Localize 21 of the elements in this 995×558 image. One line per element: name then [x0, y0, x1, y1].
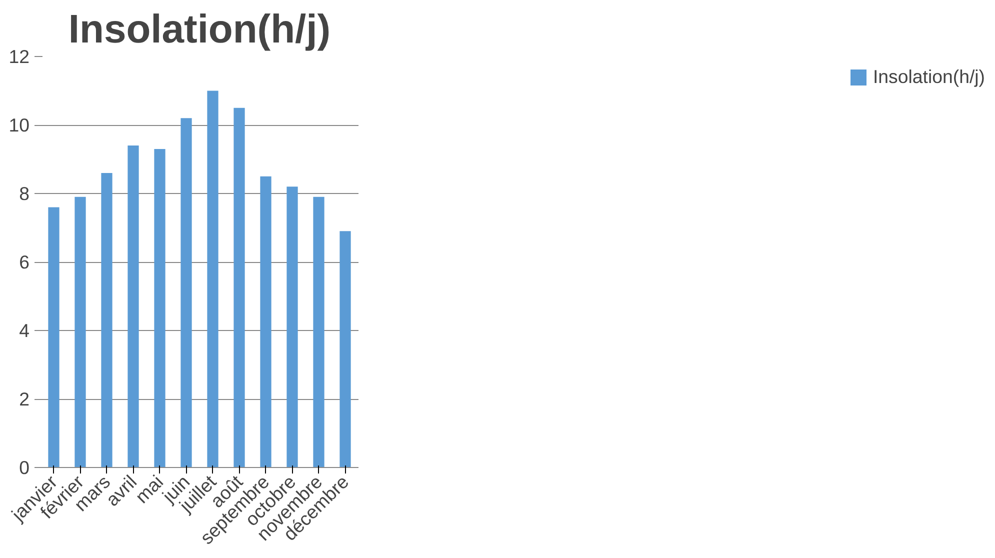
bar — [74, 196, 86, 468]
y-tick-label: 6 — [19, 252, 30, 272]
bar — [101, 172, 112, 468]
bar — [207, 90, 218, 468]
bar — [340, 231, 351, 468]
bar — [48, 207, 60, 468]
bar — [154, 148, 166, 468]
y-tick-label: 2 — [19, 388, 30, 410]
y-tick-label: 12 — [8, 46, 30, 67]
chart-title: Insolation(h/j) — [68, 8, 331, 52]
legend-label: Insolation(h/j) — [873, 66, 985, 88]
bar — [128, 146, 139, 468]
bar — [234, 108, 245, 468]
bar — [260, 176, 272, 468]
y-tick-label: 0 — [19, 457, 30, 478]
bar — [180, 118, 192, 468]
y-tick-label: 10 — [8, 114, 30, 136]
bar — [313, 196, 324, 468]
y-tick-label: 8 — [19, 183, 30, 204]
bar — [286, 186, 298, 468]
y-tick-label: 4 — [19, 320, 30, 341]
